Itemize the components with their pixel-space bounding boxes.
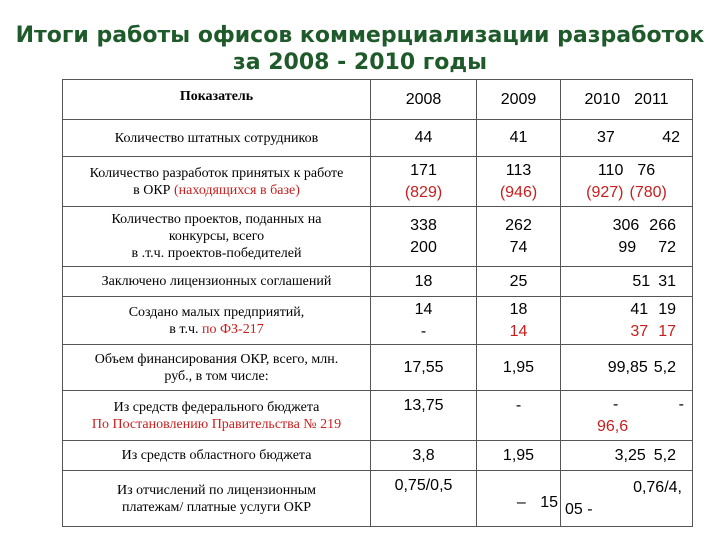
cell-2010: 306	[612, 216, 640, 234]
row-label: Заключено лицензионных соглашений	[62, 266, 371, 297]
row-label: Количество проектов, поданных на	[111, 212, 322, 227]
row-label: Объем финансирования ОКР, всего, млн.	[94, 351, 339, 367]
header-2009: 2009	[476, 79, 561, 120]
cell-2008-sub: 200	[410, 238, 437, 256]
cell-2009-dash: –	[516, 494, 526, 511]
row-label-b: платежам/ платные услуги ОКР	[121, 499, 312, 515]
row-label: Количество штатных сотрудников	[62, 119, 371, 157]
table-row: Объем финансирования ОКР, всего, млн. ру…	[62, 344, 693, 391]
cell-2010: 3,25	[614, 446, 646, 464]
cell-2009-sub: 74	[509, 238, 528, 256]
row-label: Из средств федерального бюджета	[113, 399, 320, 415]
table-row: Из средств областного бюджета 3,8 1,95 3…	[62, 440, 693, 471]
header-2008: 2008	[370, 79, 477, 120]
cell-2010: 37	[597, 129, 615, 146]
title-line-1: Итоги работы офисов коммерциализации раз…	[15, 23, 705, 48]
cell-2009: 41	[476, 119, 561, 157]
table-header-row: Показатель 2008 2009 2010 2011	[62, 79, 693, 120]
results-table: Показатель 2008 2009 2010 2011 Количеств…	[62, 79, 693, 527]
table-row: Количество штатных сотрудников 44 41 37 …	[62, 119, 693, 157]
cell-2008-sub: (829)	[404, 183, 443, 201]
cell-2010: -	[613, 395, 619, 413]
row-label-b-red: (находящихся в базе)	[173, 182, 300, 198]
table-row: Заключено лицензионных соглашений 18 25 …	[62, 266, 693, 297]
cell-2010-sub: 99	[618, 238, 637, 256]
row-label: Из отчислений по лицензионным	[117, 482, 316, 498]
cell-2011: 31	[658, 272, 676, 290]
table-row: Из средств федерального бюджета По Поста…	[62, 390, 693, 441]
cell-2010-sub: (927)	[586, 183, 624, 201]
cell-2011-sub: (780)	[629, 183, 667, 201]
cell-2011: 76	[637, 161, 656, 179]
cell-2008: 0,75/0,5	[370, 470, 477, 527]
cell-2008: 18	[370, 266, 477, 297]
row-label-c: в .т.ч. проектов-победителей	[131, 246, 302, 261]
cell-2010-sub: 37	[630, 322, 649, 340]
cell-2008: 14	[414, 300, 433, 318]
cell-2009: 1,95	[476, 344, 561, 391]
cell-2009: 25	[476, 266, 561, 297]
table-row: Количество проектов, поданных на конкурс…	[62, 206, 693, 267]
cell-2010-sub: 96,6	[597, 417, 629, 435]
cell-2008: 44	[370, 119, 477, 157]
cell-2009: -	[476, 390, 561, 441]
cell-2009: 15	[540, 494, 558, 511]
row-label-b: руб., в том числе:	[164, 368, 269, 384]
left-edge	[0, 0, 7, 540]
row-label-b: в ОКР	[133, 182, 174, 198]
cell-2009-sub: (946)	[499, 183, 538, 201]
cell-2008: 17,55	[370, 344, 477, 391]
cell-2011: 0,76/4,	[633, 478, 682, 496]
cell-2008: 13,75	[370, 390, 477, 441]
cell-2011-sub: 17	[658, 322, 676, 340]
cell-2010: 110	[597, 161, 624, 179]
cell-2010: 41	[630, 300, 649, 318]
cell-2011: 5,2	[653, 446, 676, 464]
page-title: Итоги работы офисов коммерциализации раз…	[0, 22, 720, 76]
cell-2011: 42	[662, 129, 680, 146]
cell-2011: -	[678, 395, 684, 413]
header-2011: 2011	[634, 90, 669, 108]
cell-2010: 51	[632, 272, 651, 290]
title-line-2: за 2008 - 2010 годы	[232, 50, 488, 75]
header-2010: 2010	[584, 90, 621, 108]
cell-2010: 99,85	[607, 358, 648, 376]
cell-2008: 171	[410, 161, 437, 179]
header-label: Показатель	[179, 89, 254, 104]
table-row: Создано малых предприятий, в т.ч. по ФЗ-…	[62, 296, 693, 345]
row-label-b-red: по ФЗ-217	[201, 321, 264, 337]
table-row: Количество разработок принятых к работе …	[62, 156, 693, 207]
cell-2008-sub: -	[420, 322, 427, 340]
row-label: Из средств областного бюджета	[62, 440, 371, 471]
row-label-b: По Постановлению Правительства № 219	[91, 416, 342, 432]
row-label: Количество разработок принятых к работе	[89, 165, 344, 181]
cell-2009: 18	[509, 300, 528, 318]
cell-2009: 1,95	[476, 440, 561, 471]
cell-2009-sub: 14	[509, 322, 528, 340]
cell-2011: 266	[649, 216, 676, 234]
cell-2011: 19	[658, 300, 676, 318]
cell-2008: 3,8	[370, 440, 477, 471]
cell-2008: 338	[410, 216, 437, 234]
cell-2011: 5,2	[653, 358, 676, 376]
cell-2009: 113	[505, 161, 532, 179]
row-label: Создано малых предприятий,	[128, 304, 305, 320]
cell-2009: 262	[505, 216, 532, 234]
cell-2011-sub: 72	[658, 238, 676, 256]
cell-2010-sub: 05 -	[565, 500, 593, 518]
row-label-b: конкурсы, всего	[168, 229, 265, 244]
table-row: Из отчислений по лицензионным платежам/ …	[62, 470, 693, 527]
row-label-b: в т.ч.	[169, 321, 202, 337]
